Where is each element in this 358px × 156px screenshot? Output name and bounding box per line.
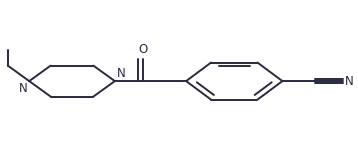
Text: N: N (19, 82, 28, 95)
Text: N: N (345, 75, 354, 88)
Text: N: N (117, 67, 125, 80)
Text: O: O (139, 43, 148, 56)
